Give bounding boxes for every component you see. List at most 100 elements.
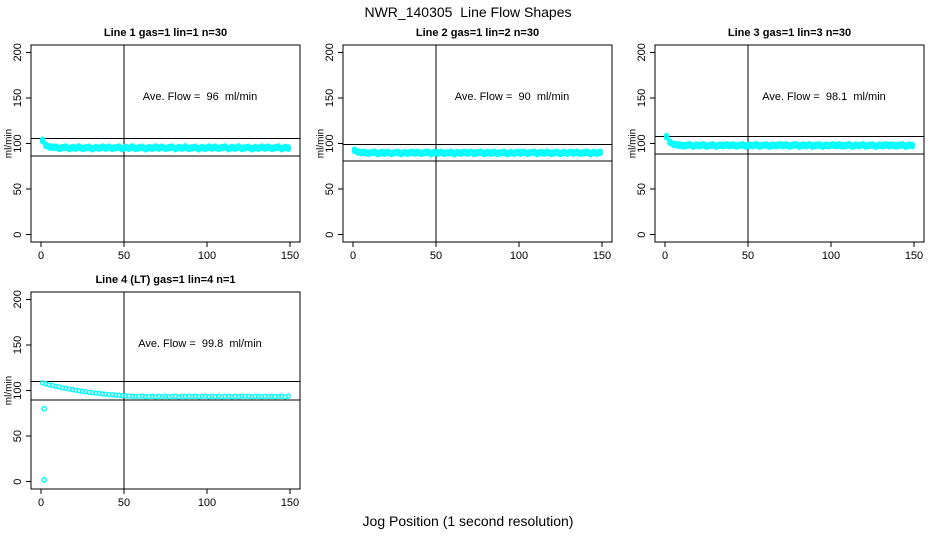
data-point-circle bbox=[99, 391, 106, 397]
x-axis-label: Jog Position (1 second resolution) bbox=[362, 513, 574, 529]
y-tick-label: 200 bbox=[12, 43, 24, 61]
data-point-circle bbox=[126, 393, 132, 399]
data-point-circle bbox=[93, 390, 99, 396]
data-point-circle bbox=[129, 393, 135, 399]
panel-line-4-plot: 0 50 100 150 0 50 100 150 200 ml/min bbox=[4, 290, 301, 509]
plot-box bbox=[342, 44, 613, 243]
data-point-circle bbox=[182, 393, 189, 400]
panel-line-4-title: Line 4 (LT) gas=1 lin=4 n=1 bbox=[95, 274, 236, 286]
data-point-circle bbox=[103, 391, 109, 397]
data-point-circle bbox=[119, 392, 125, 399]
data-point-circle bbox=[159, 393, 165, 400]
data-point-circle bbox=[235, 393, 242, 400]
panel-line-1-ave-flow-annotation: Ave. Flow = 96 ml/min bbox=[142, 91, 258, 103]
y-tick-label: 0 bbox=[636, 232, 648, 238]
data-point-circle bbox=[242, 393, 248, 400]
data-point-circle bbox=[179, 393, 185, 399]
x-tick-label: 150 bbox=[593, 250, 611, 262]
data-point-circle bbox=[219, 394, 225, 400]
x-tick-label: 50 bbox=[118, 250, 130, 262]
data-point-circle bbox=[663, 135, 670, 141]
panel-line-1-title: Line 1 gas=1 lin=1 n=30 bbox=[103, 27, 228, 39]
x-tick-label: 150 bbox=[905, 250, 923, 262]
data-point-circle bbox=[189, 393, 195, 400]
data-point-circle bbox=[239, 393, 245, 399]
data-point-circle bbox=[79, 388, 86, 395]
data-point-circle bbox=[166, 394, 172, 400]
data-point-circle bbox=[597, 150, 604, 157]
panel-line-2-plot: 0 50 100 150 0 50 100 150 200 ml/min bbox=[316, 43, 613, 262]
flow-panel-line-3: 0 50 100 150 0 50 100 150 200 ml/min Line 3 gas=1… bbox=[624, 20, 936, 267]
flow-panel-line-4: 0 50 100 150 0 50 100 150 200 ml/min Line 4 (LT) … bbox=[0, 267, 312, 514]
main-title: NWR_140305 Line Flow Shapes bbox=[364, 4, 572, 20]
data-point-circle bbox=[196, 394, 202, 400]
panel-line-2-ave-flow-annotation: Ave. Flow = 90 ml/min bbox=[454, 91, 570, 103]
y-axis-title: ml/min bbox=[628, 129, 639, 158]
data-point-circle bbox=[209, 393, 215, 399]
y-tick-label: 50 bbox=[12, 183, 24, 195]
y-tick-label: 50 bbox=[324, 183, 336, 195]
y-tick-label: 150 bbox=[12, 89, 24, 107]
data-point-circle bbox=[222, 393, 228, 400]
x-tick-label: 0 bbox=[662, 250, 668, 262]
outlier-point-circle bbox=[41, 405, 48, 412]
x-tick-label: 50 bbox=[742, 250, 754, 262]
data-point-circle bbox=[909, 144, 916, 150]
x-tick-label: 150 bbox=[281, 497, 299, 509]
data-point-circle bbox=[39, 138, 46, 145]
x-tick-label: 100 bbox=[510, 250, 528, 262]
x-tick-label: 0 bbox=[38, 497, 44, 509]
y-tick-label: 0 bbox=[12, 479, 24, 485]
data-point-circle bbox=[252, 393, 258, 400]
plot-box bbox=[30, 44, 301, 243]
panel-line-2-title: Line 2 gas=1 lin=2 n=30 bbox=[415, 27, 540, 39]
data-point-circle bbox=[156, 393, 162, 399]
x-tick-label: 50 bbox=[118, 497, 130, 509]
y-tick-label: 100 bbox=[636, 134, 648, 152]
panel-line-3-plot: 0 50 100 150 0 50 100 150 200 ml/min bbox=[628, 43, 925, 262]
data-point-circle bbox=[116, 392, 122, 398]
y-tick-label: 0 bbox=[324, 232, 336, 238]
y-tick-label: 50 bbox=[12, 430, 24, 442]
x-tick-label: 100 bbox=[198, 250, 216, 262]
y-tick-label: 150 bbox=[636, 89, 648, 107]
y-tick-label: 100 bbox=[324, 134, 336, 152]
y-axis-title: ml/min bbox=[316, 129, 327, 158]
panel-line-3-title: Line 3 gas=1 lin=3 n=30 bbox=[727, 27, 852, 39]
y-tick-label: 200 bbox=[12, 290, 24, 308]
x-tick-label: 50 bbox=[430, 250, 442, 262]
y-tick-label: 150 bbox=[12, 336, 24, 354]
data-point-circle bbox=[275, 393, 282, 400]
y-tick-label: 100 bbox=[12, 381, 24, 399]
data-point-circle bbox=[272, 394, 278, 400]
data-point-circle bbox=[132, 393, 139, 400]
data-point-circle bbox=[86, 389, 92, 395]
x-tick-label: 0 bbox=[38, 250, 44, 262]
data-point-circle bbox=[212, 393, 218, 400]
data-point-circle bbox=[142, 394, 149, 400]
flow-panel-line-2: 0 50 100 150 0 50 100 150 200 ml/min Line 2 gas=1… bbox=[312, 20, 624, 267]
x-tick-label: 0 bbox=[350, 250, 356, 262]
panel-line-1-plot: 0 50 100 150 0 50 100 150 200 ml/min bbox=[4, 43, 301, 262]
data-point-circle bbox=[265, 393, 272, 400]
flow-panel-line-1: 0 50 100 150 0 50 100 150 200 ml/min Line 1 gas=1… bbox=[0, 20, 312, 267]
y-tick-label: 100 bbox=[12, 134, 24, 152]
panel-line-4-ave-flow-annotation: Ave. Flow = 99.8 ml/min bbox=[138, 338, 262, 350]
y-axis-title: ml/min bbox=[4, 129, 15, 158]
data-point-circle bbox=[113, 392, 119, 398]
x-tick-label: 100 bbox=[198, 497, 216, 509]
y-tick-label: 200 bbox=[636, 43, 648, 61]
data-point-circle bbox=[146, 393, 152, 400]
y-tick-label: 50 bbox=[636, 183, 648, 195]
y-tick-label: 200 bbox=[324, 43, 336, 61]
y-tick-label: 0 bbox=[12, 232, 24, 238]
panel-line-3-ave-flow-annotation: Ave. Flow = 98.1 ml/min bbox=[762, 91, 886, 103]
outlier-point-circle bbox=[41, 476, 48, 483]
y-tick-label: 150 bbox=[324, 89, 336, 107]
y-axis-title: ml/min bbox=[4, 376, 15, 405]
data-point-circle bbox=[285, 393, 292, 399]
data-point-circle bbox=[285, 146, 292, 152]
x-tick-label: 150 bbox=[281, 250, 299, 262]
x-tick-label: 100 bbox=[822, 250, 840, 262]
